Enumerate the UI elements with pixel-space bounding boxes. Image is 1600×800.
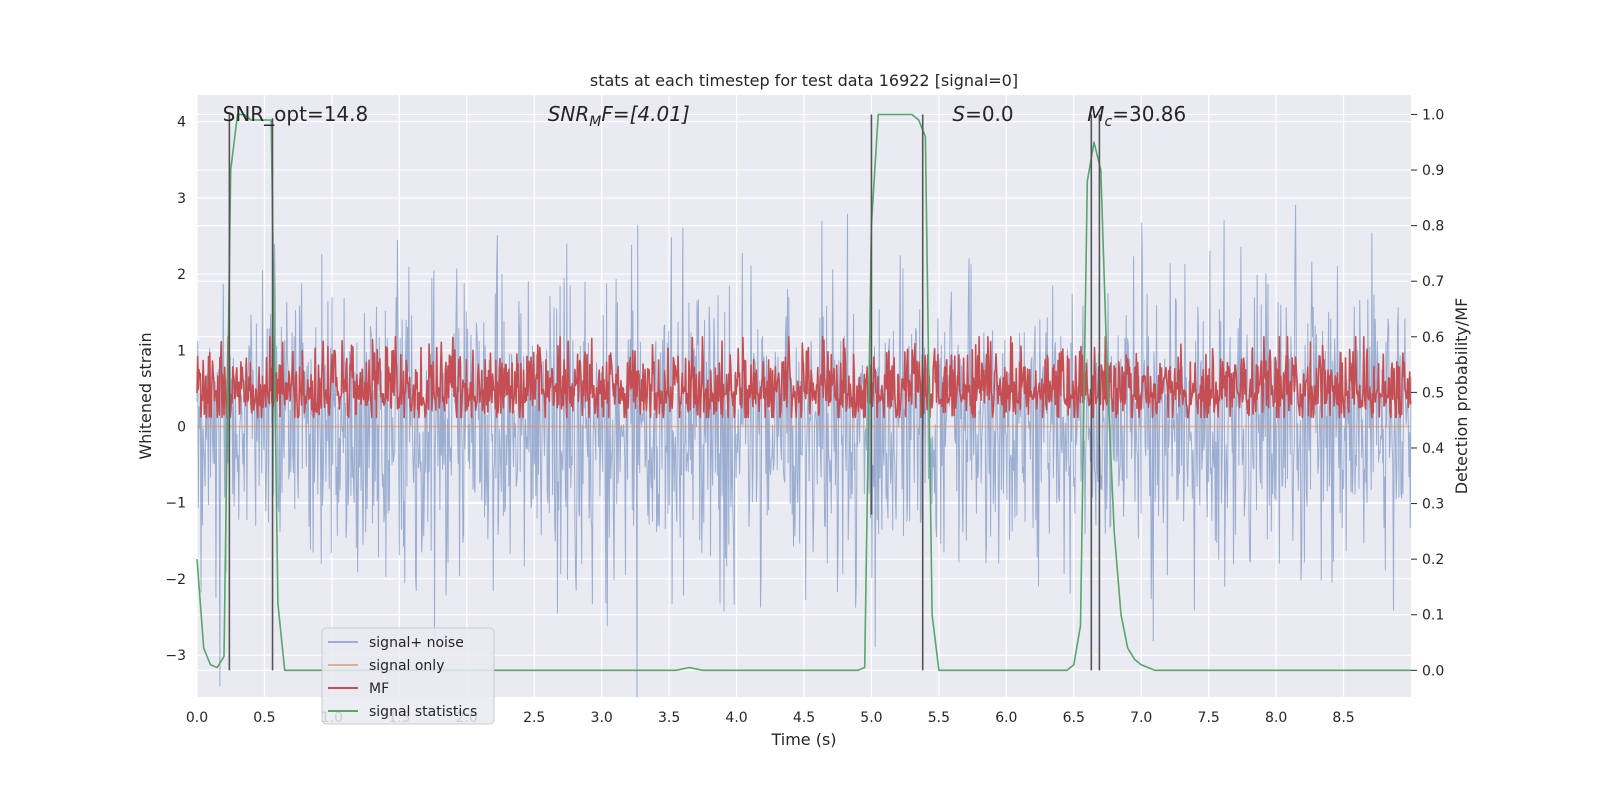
axis-layer: 0.00.51.01.52.02.53.03.54.04.55.05.56.06… bbox=[165, 107, 1444, 726]
y-tick-label: 4 bbox=[177, 115, 186, 131]
y2-tick-label: 0.3 bbox=[1422, 497, 1444, 513]
legend-label: signal statistics bbox=[369, 704, 477, 720]
series-mf bbox=[196, 336, 1412, 419]
y-tick-label: 0 bbox=[177, 419, 186, 435]
y2-tick-label: 0.5 bbox=[1422, 385, 1444, 401]
y-tick-label: −1 bbox=[165, 496, 186, 512]
legend-label: signal+ noise bbox=[369, 635, 464, 651]
y-tick-label: 1 bbox=[177, 343, 186, 359]
series-layer bbox=[196, 113, 1412, 698]
x-tick-label: 5.5 bbox=[928, 710, 950, 726]
legend: signal+ noise signal only MF signal statist… bbox=[321, 627, 495, 725]
annotation-snr-opt: SNR_opt=14.8 bbox=[223, 102, 369, 126]
series-signal-statistics bbox=[196, 113, 1411, 672]
x-tick-label: 8.0 bbox=[1265, 710, 1287, 726]
x-axis-label: Time (s) bbox=[770, 730, 836, 749]
x-tick-label: 6.0 bbox=[995, 710, 1017, 726]
x-tick-label: 8.5 bbox=[1332, 710, 1354, 726]
x-tick-label: 2.5 bbox=[523, 710, 545, 726]
annotation-mc-value: Mc=30.86 bbox=[1087, 102, 1186, 130]
legend-label: signal only bbox=[369, 658, 444, 674]
y2-tick-label: 0.9 bbox=[1422, 163, 1444, 179]
x-tick-label: 5.0 bbox=[860, 710, 882, 726]
x-tick-label: 6.5 bbox=[1063, 710, 1085, 726]
x-tick-label: 4.5 bbox=[793, 710, 815, 726]
y-axis-label: Whitened strain bbox=[136, 332, 155, 459]
x-tick-label: 0.0 bbox=[186, 710, 208, 726]
y-tick-label: 3 bbox=[177, 191, 186, 207]
y2-tick-label: 0.0 bbox=[1422, 663, 1444, 679]
y2-tick-label: 0.1 bbox=[1422, 608, 1444, 624]
vline-layer bbox=[228, 114, 1101, 671]
x-tick-label: 3.0 bbox=[591, 710, 613, 726]
annotation-s-value: S=0.0 bbox=[952, 102, 1013, 126]
x-tick-label: 0.5 bbox=[253, 710, 275, 726]
legend-box bbox=[321, 627, 495, 725]
y2-tick-label: 0.2 bbox=[1422, 552, 1444, 568]
y2-tick-label: 0.6 bbox=[1422, 330, 1444, 346]
y2-tick-label: 0.4 bbox=[1422, 441, 1444, 457]
y-tick-label: 2 bbox=[177, 267, 186, 283]
y-tick-label: −2 bbox=[165, 572, 186, 588]
y-tick-label: −3 bbox=[165, 648, 186, 664]
annotation-snr-mf: SNRMF=[4.01] bbox=[548, 102, 690, 130]
y2-tick-label: 1.0 bbox=[1422, 107, 1444, 123]
y2-axis-label: Detection probability/MF bbox=[1452, 298, 1471, 495]
annotation-layer: SNR_opt=14.8 SNRMF=[4.01] S=0.0 Mc=30.86 bbox=[223, 102, 1187, 130]
legend-label: MF bbox=[369, 681, 389, 697]
y2-tick-label: 0.8 bbox=[1422, 219, 1444, 235]
x-tick-label: 7.0 bbox=[1130, 710, 1152, 726]
x-tick-label: 4.0 bbox=[725, 710, 747, 726]
y2-tick-label: 0.7 bbox=[1422, 274, 1444, 290]
x-tick-label: 7.5 bbox=[1198, 710, 1220, 726]
chart-title: stats at each timestep for test data 169… bbox=[590, 71, 1018, 90]
x-tick-label: 3.5 bbox=[658, 710, 680, 726]
